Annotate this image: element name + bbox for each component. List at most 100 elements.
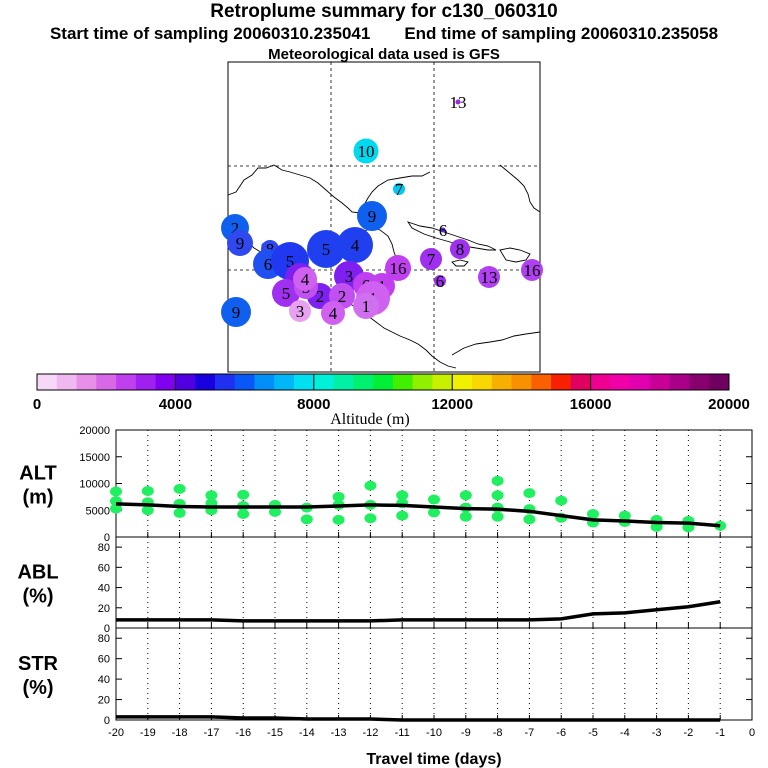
x-axis-label: Travel time (days)	[366, 751, 501, 768]
colorbar-swatch	[432, 374, 453, 390]
y-tick-label: 10000	[79, 479, 110, 491]
map-marker-label: 2	[338, 287, 347, 306]
colorbar-swatch	[294, 374, 315, 390]
map-marker: 4	[321, 301, 345, 325]
altitude-colorbar: 0 4000 8000 12000 16000 20000	[33, 373, 750, 413]
colorbar-swatch	[313, 374, 334, 390]
data-point	[269, 506, 281, 517]
colorbar-swatch	[274, 374, 295, 390]
colorbar-swatch	[551, 374, 572, 390]
colorbar-tick-label: 20000	[708, 396, 750, 413]
data-point	[110, 503, 122, 514]
colorbar-swatch	[76, 374, 97, 390]
y-tick-label: 15000	[79, 452, 110, 464]
colorbar-swatch	[353, 374, 374, 390]
data-point	[428, 494, 440, 505]
colorbar-swatch	[214, 374, 236, 390]
y-tick-label: 20	[98, 603, 110, 615]
map-marker-label: 4	[351, 236, 360, 255]
alt-panel: 0 5000 10000 15000 20000 ALT(m)	[19, 425, 753, 544]
data-point	[173, 507, 186, 518]
colorbar-swatch	[135, 374, 157, 390]
x-tick-label: -17	[203, 727, 219, 739]
data-point	[459, 511, 472, 522]
y-tick-label: 20	[98, 695, 110, 707]
map-marker-label: 2	[231, 219, 240, 238]
x-tick-label: -16	[235, 727, 251, 739]
map-marker-label: 6	[264, 255, 273, 274]
panel-label: ABL	[17, 562, 58, 584]
colorbar-swatch	[373, 374, 394, 390]
x-tick-label: -4	[620, 727, 630, 739]
map-marker: 10	[353, 138, 379, 164]
map-marker-label: 9	[232, 303, 241, 322]
data-point	[300, 514, 313, 525]
colorbar-swatch	[155, 374, 176, 390]
colorbar-swatch	[570, 374, 591, 390]
map-marker-label: 5	[282, 284, 291, 303]
colorbar-swatch	[471, 374, 493, 390]
map-marker-label: 6	[439, 221, 448, 240]
y-tick-label: 5000	[86, 505, 110, 517]
data-point	[523, 514, 536, 525]
data-point	[396, 490, 409, 501]
map-markers: 1310796876131629865543321616552144139	[221, 93, 543, 327]
data-point	[491, 475, 504, 486]
x-tick-label: -15	[267, 727, 283, 739]
panel-label: STR	[18, 653, 59, 675]
map-marker: 4	[293, 267, 317, 291]
abl-line	[116, 599, 721, 623]
data-point	[523, 488, 536, 499]
map-marker-label: 5	[322, 240, 331, 259]
map-marker-label: 7	[395, 180, 404, 199]
y-tick-label: 0	[104, 715, 110, 727]
str-line	[116, 715, 721, 722]
colorbar-swatch	[689, 374, 710, 390]
colorbar-tick-label: 4000	[159, 396, 192, 413]
data-point	[205, 490, 218, 501]
map-marker: 1	[353, 293, 379, 319]
data-point	[555, 495, 568, 506]
x-tick-label: -5	[588, 727, 598, 739]
met-data-label: Meteorological data used is GFS	[268, 46, 500, 63]
x-tick-label: -1	[715, 727, 725, 739]
map-marker-label: 13	[481, 268, 498, 287]
map-marker: 16	[521, 259, 543, 281]
y-tick-label: 0	[104, 623, 110, 635]
data-point	[618, 510, 631, 521]
colorbar-swatch	[37, 374, 58, 390]
data-point	[173, 483, 186, 494]
x-tick-label: -13	[331, 727, 347, 739]
map-marker: 9	[221, 297, 251, 327]
colorbar-swatch	[590, 374, 611, 390]
colorbar-swatch	[254, 374, 275, 390]
map-marker: 7	[393, 180, 405, 199]
x-tick-label: -20	[108, 727, 124, 739]
colorbar-tick-label: 16000	[570, 396, 612, 413]
colorbar-swatch	[412, 374, 433, 390]
x-tick-label: -6	[556, 727, 566, 739]
map-marker-label: 7	[427, 250, 436, 269]
y-tick-label: 80	[98, 542, 110, 554]
x-tick-label: -7	[525, 727, 535, 739]
map-marker: 7	[420, 248, 442, 270]
sampling-times: Start time of sampling 20060310.235041 En…	[0, 24, 768, 44]
map-marker: 9	[227, 230, 253, 256]
map-marker: 16	[385, 255, 411, 281]
y-tick-label: 40	[98, 674, 110, 686]
map-marker-label: 3	[345, 267, 354, 286]
map-panel: 1310796876131629865543321616552144139	[221, 61, 543, 373]
y-tick-label: 60	[98, 562, 110, 574]
colorbar-label: Altitude (m)	[330, 411, 410, 428]
colorbar-tick-label: 0	[33, 396, 41, 413]
panel-unit: (%)	[22, 586, 53, 608]
colorbar-swatch	[452, 374, 473, 390]
x-tick-label: -11	[395, 727, 410, 739]
data-point	[332, 491, 345, 502]
abl-panel: 0 20 40 60 80 ABL(%)	[17, 536, 753, 635]
data-point	[491, 511, 504, 522]
y-tick-label: 0	[104, 532, 110, 544]
colorbar-tick-label: 12000	[431, 396, 473, 413]
map-marker-label: 4	[329, 304, 338, 323]
